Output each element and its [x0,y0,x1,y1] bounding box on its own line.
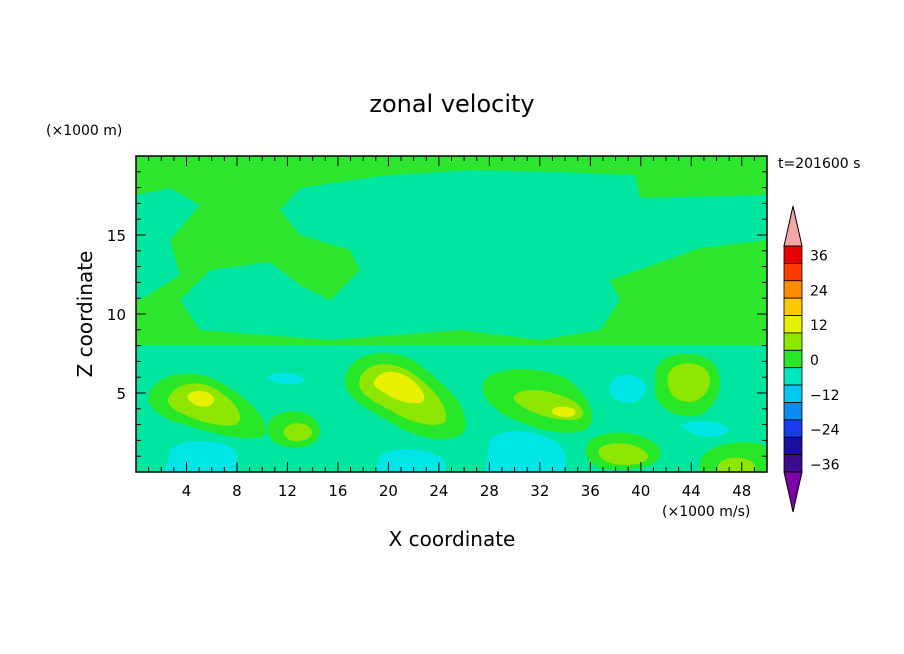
neg-patch-2 [375,448,445,472]
blob-1-inner [187,390,215,407]
colorbar-under-arrow [783,471,803,513]
x-tick-label: 40 [631,482,650,500]
x-tick-label: 16 [328,482,347,500]
neg-patch-3 [485,430,567,472]
neg-patch-4 [609,374,646,403]
blob-4-core [667,363,710,402]
colorbar-swatch [783,402,803,421]
colorbar-swatch [783,419,803,438]
x-tick-label: 48 [732,482,751,500]
chart-title: zonal velocity [369,90,534,118]
upper-left-patch [136,188,200,300]
colorbar-swatch [783,245,803,264]
neg-patch-1 [165,441,238,472]
colorbar-swatch [783,280,803,299]
colorbar-label: 24 [810,283,828,299]
colorbar-label: −12 [810,388,840,404]
colorbar-swatch [783,367,803,386]
neg-patch-5 [265,372,305,385]
x-unit-label: (×1000 m/s) [662,504,750,520]
colorbar-swatch [783,349,803,369]
colorbar-label: −24 [810,423,840,439]
colorbar-swatch [783,436,803,456]
colorbar-label: 0 [810,353,819,369]
x-tick-label: 20 [379,482,398,500]
upper-positive-region [136,156,767,345]
colorbar-swatch [783,454,803,473]
contour-field [136,156,767,472]
blob-3-inner [551,406,576,418]
x-tick-label: 44 [682,482,701,500]
y-tick-label: 10 [107,306,126,324]
x-tick-label: 28 [480,482,499,500]
x-tick-label: 24 [429,482,448,500]
colorbar-label: 12 [810,318,828,334]
y-tick-label: 15 [107,227,126,245]
colorbar: 36 24 12 0 −12 −24 −36 [783,205,840,513]
colorbar-swatch [783,332,803,351]
x-tick-label: 36 [581,482,600,500]
x-tick-label: 12 [278,482,297,500]
x-tick-label: 8 [232,482,242,500]
time-label: t=201600 s [778,156,860,172]
colorbar-swatch [783,262,803,282]
x-tick-label: 32 [530,482,549,500]
colorbar-swatch [783,384,803,403]
blob-2-inner [373,371,425,404]
colorbar-over-arrow [783,205,803,247]
upper-right-patch [600,195,767,280]
colorbar-swatch [783,315,803,334]
blob-7-core [718,457,755,472]
colorbar-swatch [783,297,803,316]
x-axis-label: X coordinate [389,527,516,551]
colorbar-label: 36 [810,249,828,265]
blob-5-core [283,423,312,442]
neg-patch-6 [680,420,730,437]
y-tick-label: 5 [116,385,126,403]
colorbar-label: −36 [810,457,840,473]
y-axis-label: Z coordinate [73,251,97,378]
blob-6-core [598,443,649,465]
x-tick-label: 4 [182,482,192,500]
y-unit-label: (×1000 m) [46,123,122,139]
mid-band [136,345,767,372]
